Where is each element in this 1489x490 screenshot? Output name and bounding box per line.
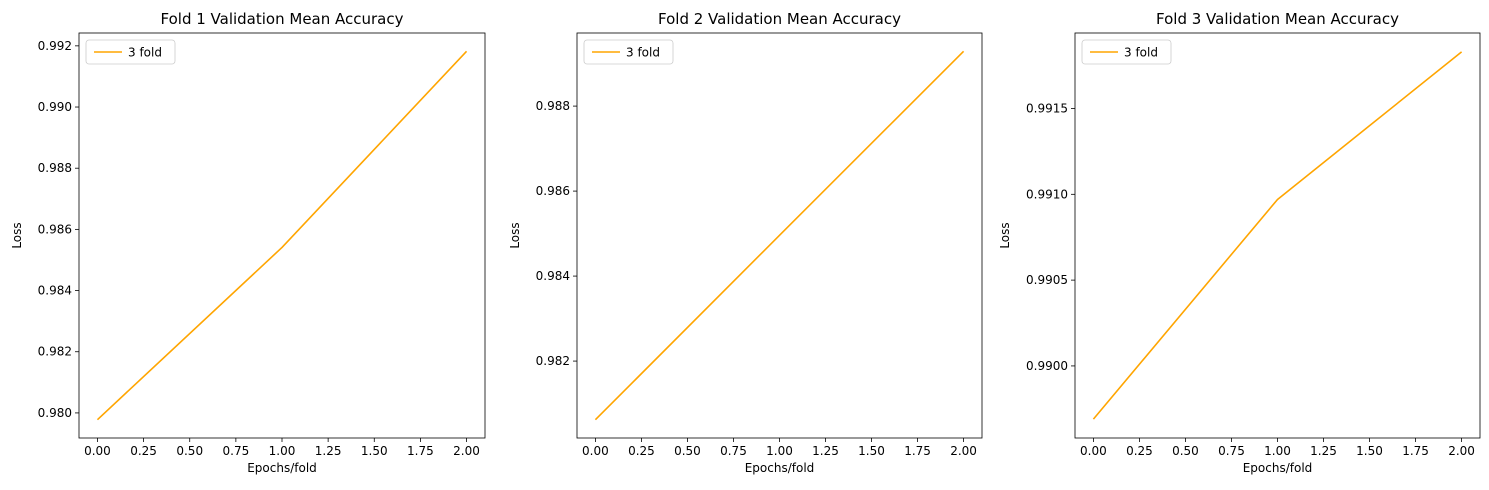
x-tick-label: 0.75 <box>1218 444 1245 458</box>
x-axis-label: Epochs/fold <box>1243 461 1313 475</box>
x-tick-label: 2.00 <box>1448 444 1475 458</box>
chart-title: Fold 3 Validation Mean Accuracy <box>1156 10 1399 28</box>
x-tick-label: 1.75 <box>407 444 434 458</box>
y-tick-label: 0.984 <box>38 284 72 298</box>
y-tick-label: 0.986 <box>38 222 72 236</box>
x-tick-label: 1.50 <box>361 444 388 458</box>
plot-area <box>1075 33 1480 438</box>
y-tick-label: 0.988 <box>536 99 570 113</box>
legend: 3 fold <box>85 39 176 65</box>
x-tick-label: 0.00 <box>84 444 111 458</box>
x-tick-label: 0.00 <box>582 444 609 458</box>
x-tick-label: 1.25 <box>812 444 839 458</box>
x-tick-label: 0.00 <box>1080 444 1107 458</box>
x-tick-label: 1.75 <box>904 444 931 458</box>
y-tick-label: 0.9915 <box>1026 102 1068 116</box>
legend: 3 fold <box>1081 39 1172 65</box>
x-tick-label: 0.75 <box>223 444 250 458</box>
y-axis-label: Loss <box>10 222 24 248</box>
x-tick-label: 1.00 <box>766 444 793 458</box>
chart-panel-2: Fold 2 Validation Mean Accuracy 0.00 0.25 0… <box>508 10 983 475</box>
x-tick-label: 0.25 <box>130 444 157 458</box>
chart-title: Fold 1 Validation Mean Accuracy <box>161 10 404 28</box>
x-tick-label: 0.25 <box>628 444 655 458</box>
y-tick-label: 0.988 <box>38 161 72 175</box>
legend-label: 3 fold <box>128 46 162 60</box>
y-tick-label: 0.982 <box>38 345 72 359</box>
y-tick-label: 0.9905 <box>1026 273 1068 287</box>
legend-box <box>583 39 674 65</box>
y-tick-label: 0.982 <box>536 354 570 368</box>
x-tick-label: 1.00 <box>269 444 296 458</box>
x-tick-label: 2.00 <box>453 444 480 458</box>
x-tick-label: 0.50 <box>176 444 203 458</box>
legend-label: 3 fold <box>626 46 660 60</box>
y-tick-label: 0.980 <box>38 406 72 420</box>
legend-box <box>1081 39 1172 65</box>
y-axis-label: Loss <box>508 222 522 248</box>
x-tick-label: 0.50 <box>1172 444 1199 458</box>
x-tick-label: 1.50 <box>1356 444 1383 458</box>
plot-area <box>79 33 485 438</box>
x-tick-label: 1.00 <box>1264 444 1291 458</box>
x-axis-label: Epochs/fold <box>745 461 815 475</box>
series-line-1 <box>594 50 965 421</box>
y-tick-label: 0.986 <box>536 184 570 198</box>
legend-label: 3 fold <box>1124 46 1158 60</box>
x-tick-label: 1.50 <box>858 444 885 458</box>
y-tick-label: 0.984 <box>536 269 570 283</box>
legend-box <box>85 39 176 65</box>
x-tick-label: 2.00 <box>950 444 977 458</box>
plot-frame <box>78 32 486 439</box>
y-axis-label: Loss <box>998 222 1012 248</box>
y-tick-label: 0.9910 <box>1026 187 1068 201</box>
chart-panel-3: Fold 3 Validation Mean Accuracy 0.00 0.25 0… <box>998 10 1481 475</box>
y-tick-label: 0.9900 <box>1026 359 1068 373</box>
y-tick-label: 0.990 <box>38 100 72 114</box>
chart-panel-1: Fold 1 Validation Mean Accuracy 0.00 0.25 0… <box>10 10 486 475</box>
x-axis-label: Epochs/fold <box>247 461 317 475</box>
plot-frame <box>1074 32 1481 439</box>
x-tick-label: 0.75 <box>720 444 747 458</box>
series-line-1 <box>1092 51 1463 420</box>
x-tick-label: 1.25 <box>1310 444 1337 458</box>
series-line-1 <box>96 50 468 421</box>
x-tick-label: 0.25 <box>1126 444 1153 458</box>
chart-title: Fold 2 Validation Mean Accuracy <box>658 10 901 28</box>
x-tick-label: 0.50 <box>674 444 701 458</box>
x-tick-label: 1.25 <box>315 444 342 458</box>
legend: 3 fold <box>583 39 674 65</box>
plot-frame <box>576 32 983 439</box>
y-tick-label: 0.992 <box>38 39 72 53</box>
x-tick-label: 1.75 <box>1402 444 1429 458</box>
